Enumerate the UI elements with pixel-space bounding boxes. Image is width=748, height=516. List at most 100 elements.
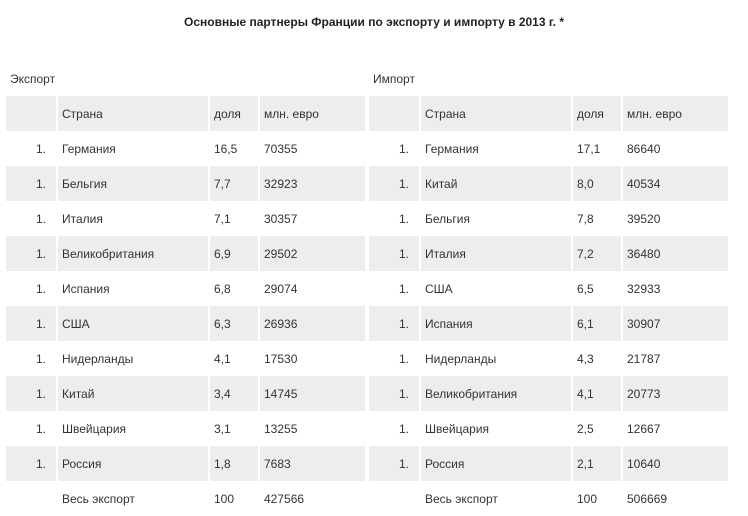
row-value: 36480 [623, 236, 728, 271]
table-row: 1. Италия 7,2 36480 [369, 236, 728, 271]
row-number: 1. [398, 141, 409, 156]
row-number: 1. [35, 141, 46, 156]
table-row: 1. Швейцария 3,1 13255 [6, 411, 365, 446]
row-country: Нидерланды [425, 351, 497, 366]
row-country: Россия [421, 446, 571, 481]
import-section-label: Импорт [373, 72, 415, 86]
row-share: 7,7 [210, 166, 258, 201]
table-row: 1. Испания 6,1 30907 [369, 306, 728, 341]
row-country: Швейцария [425, 421, 490, 436]
page-title: Основные партнеры Франции по экспорту и … [184, 15, 564, 29]
row-number: 1. [6, 166, 56, 201]
table-row: 1. США 6,3 26936 [6, 306, 365, 341]
row-share: 3,1 [214, 421, 231, 436]
row-value: 29074 [264, 281, 298, 296]
row-value: 20773 [623, 376, 728, 411]
row-number: 1. [398, 421, 409, 436]
header-share: доля [573, 96, 621, 131]
row-value: 70355 [264, 141, 298, 156]
row-share: 4,1 [573, 376, 621, 411]
header-country: Страна [58, 96, 208, 131]
table-row: 1. Германия 16,5 70355 [6, 131, 365, 166]
row-value: 13255 [264, 421, 298, 436]
row-value: 32923 [260, 166, 365, 201]
row-country: Германия [425, 141, 479, 156]
row-share: 3,4 [210, 376, 258, 411]
row-number: 1. [35, 351, 46, 366]
header-num-cell [6, 96, 56, 131]
row-share: 7,8 [577, 211, 594, 226]
row-country: Бельгия [58, 166, 208, 201]
row-country: Великобритания [421, 376, 571, 411]
row-number: 1. [6, 236, 56, 271]
row-country: Китай [421, 166, 571, 201]
row-country: Германия [62, 141, 116, 156]
row-share: 6,1 [573, 306, 621, 341]
row-number: 1. [6, 306, 56, 341]
row-share: 6,8 [214, 281, 231, 296]
row-number: 1. [6, 446, 56, 481]
import-table-body: Страна доля млн. евро 1. Германия 17,1 8664… [369, 96, 728, 516]
row-share: 1,8 [210, 446, 258, 481]
table-row: 1. Швейцария 2,5 12667 [369, 411, 728, 446]
row-country: Испания [421, 306, 571, 341]
row-share: 6,3 [210, 306, 258, 341]
header-value: млн. евро [623, 96, 728, 131]
row-share: 7,1 [214, 211, 231, 226]
row-country: США [58, 306, 208, 341]
table-row: 1. Россия 2,1 10640 [369, 446, 728, 481]
table-row: 1. Италия 7,1 30357 [6, 201, 365, 236]
row-country: Италия [421, 236, 571, 271]
row-value: 14745 [260, 376, 365, 411]
table-row: 1. Великобритания 4,1 20773 [369, 376, 728, 411]
total-value: 506669 [623, 481, 728, 516]
total-value: 427566 [260, 481, 365, 516]
row-share: 16,5 [214, 141, 238, 156]
row-value: 7683 [260, 446, 365, 481]
total-row: Весь экспорт 100 427566 [6, 481, 365, 516]
row-value: 32933 [627, 281, 661, 296]
row-share: 4,3 [577, 351, 594, 366]
row-share: 17,1 [577, 141, 601, 156]
row-value: 12667 [627, 421, 661, 436]
row-number: 1. [35, 421, 46, 436]
total-share: 100 [210, 481, 258, 516]
header-num-cell [369, 96, 419, 131]
table-row: 1. Нидерланды 4,3 21787 [369, 341, 728, 376]
row-country: Бельгия [425, 211, 470, 226]
export-table: Страна доля млн. евро 1. Германия 16,5 7035… [4, 96, 367, 516]
row-value: 10640 [623, 446, 728, 481]
total-label: Весь экспорт [421, 481, 571, 516]
row-value: 21787 [627, 351, 661, 366]
header-share: доля [210, 96, 258, 131]
table-row: 1. Китай 3,4 14745 [6, 376, 365, 411]
row-share: 2,5 [577, 421, 594, 436]
table-row: 1. США 6,5 32933 [369, 271, 728, 306]
table-row: 1. Германия 17,1 86640 [369, 131, 728, 166]
row-number: 1. [369, 376, 419, 411]
table-row: 1. Бельгия 7,8 39520 [369, 201, 728, 236]
total-share: 100 [573, 481, 621, 516]
row-country: Испания [62, 281, 110, 296]
row-value: 26936 [260, 306, 365, 341]
row-number: 1. [398, 211, 409, 226]
header-country: Страна [421, 96, 571, 131]
row-value: 30907 [623, 306, 728, 341]
row-number: 1. [369, 446, 419, 481]
row-number: 1. [35, 281, 46, 296]
table-row: 1. Испания 6,8 29074 [6, 271, 365, 306]
row-number: 1. [398, 351, 409, 366]
row-share: 2,1 [573, 446, 621, 481]
row-number: 1. [35, 211, 46, 226]
row-value: 30357 [264, 211, 298, 226]
row-value: 29502 [260, 236, 365, 271]
row-country: Нидерланды [62, 351, 134, 366]
table-row: 1. Нидерланды 4,1 17530 [6, 341, 365, 376]
row-country: Великобритания [58, 236, 208, 271]
row-share: 7,2 [573, 236, 621, 271]
export-section-label: Экспорт [10, 72, 56, 86]
row-number: 1. [369, 236, 419, 271]
header-value: млн. евро [260, 96, 365, 131]
total-row: Весь экспорт 100 506669 [369, 481, 728, 516]
table-row: 1. Россия 1,8 7683 [6, 446, 365, 481]
